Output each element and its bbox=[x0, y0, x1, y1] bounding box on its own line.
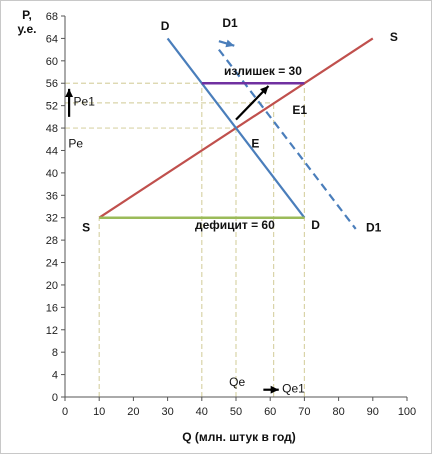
guide-lines bbox=[65, 82, 305, 397]
y-tick-label: 28 bbox=[46, 235, 58, 247]
y-axis-label-line2: у.е. bbox=[18, 22, 37, 36]
x-tick-label: 100 bbox=[398, 406, 416, 418]
y-tick-label: 36 bbox=[46, 190, 58, 202]
y-tick-label: 52 bbox=[46, 101, 58, 113]
series-lines bbox=[98, 37, 374, 230]
y-tick-label: 4 bbox=[52, 370, 58, 382]
arrow-head bbox=[270, 385, 279, 394]
x-tick-label: 30 bbox=[161, 406, 173, 418]
y-tick-label: 16 bbox=[46, 302, 58, 314]
y-tick-label: 60 bbox=[46, 56, 58, 68]
series-line-d1 bbox=[218, 48, 357, 230]
y-tick-label: 20 bbox=[46, 280, 58, 292]
x-tick-label: 60 bbox=[264, 406, 276, 418]
annotation-label: S bbox=[390, 30, 398, 44]
annotation-label: D1 bbox=[366, 221, 382, 235]
y-tick-label: 0 bbox=[52, 392, 58, 404]
annotation-label: дефицит = 60 bbox=[195, 218, 275, 232]
arrow-head bbox=[260, 86, 269, 95]
y-tick-label: 24 bbox=[46, 258, 58, 270]
y-tick-label: 12 bbox=[46, 325, 58, 337]
arrow bbox=[235, 85, 270, 121]
series-line-d bbox=[166, 37, 306, 219]
annotation-label: D1 bbox=[222, 16, 238, 30]
annotation-label: Qe bbox=[229, 375, 245, 389]
arrow bbox=[218, 39, 235, 48]
arrow-head bbox=[65, 88, 74, 97]
x-tick-label: 0 bbox=[62, 406, 68, 418]
x-tick-label: 40 bbox=[196, 406, 208, 418]
annotation-label: Pe1 bbox=[74, 95, 96, 109]
arrow-head bbox=[225, 39, 235, 48]
x-tick-label: 90 bbox=[367, 406, 379, 418]
annotation-label: излишек = 30 bbox=[224, 64, 302, 78]
y-tick-label: 8 bbox=[52, 347, 58, 359]
x-tick-label: 20 bbox=[127, 406, 139, 418]
y-tick-label: 64 bbox=[46, 33, 58, 45]
arrows bbox=[65, 39, 279, 394]
x-tick-label: 10 bbox=[93, 406, 105, 418]
x-axis-label: Q (млн. штук в год) bbox=[182, 430, 296, 444]
annotation-label: D bbox=[311, 218, 320, 232]
y-tick-label: 44 bbox=[46, 145, 58, 157]
annotation-label: S bbox=[82, 221, 90, 235]
arrow bbox=[263, 385, 279, 394]
x-tick-label: 70 bbox=[298, 406, 310, 418]
x-tick-label: 80 bbox=[332, 406, 344, 418]
annotation-label: E1 bbox=[292, 103, 307, 117]
y-tick-label: 32 bbox=[46, 213, 58, 225]
y-tick-label: 68 bbox=[46, 11, 58, 23]
annotation-label: E bbox=[251, 137, 259, 151]
x-tick-label: 50 bbox=[230, 406, 242, 418]
y-tick-label: 40 bbox=[46, 168, 58, 180]
y-tick-label: 56 bbox=[46, 78, 58, 90]
y-axis-label-line1: P, bbox=[22, 8, 32, 22]
arrow bbox=[65, 88, 74, 117]
y-tick-label: 48 bbox=[46, 123, 58, 135]
annotation-label: Qe1 bbox=[282, 382, 305, 396]
annotation-label: D bbox=[161, 19, 170, 33]
annotation-label: Pe bbox=[68, 137, 83, 151]
